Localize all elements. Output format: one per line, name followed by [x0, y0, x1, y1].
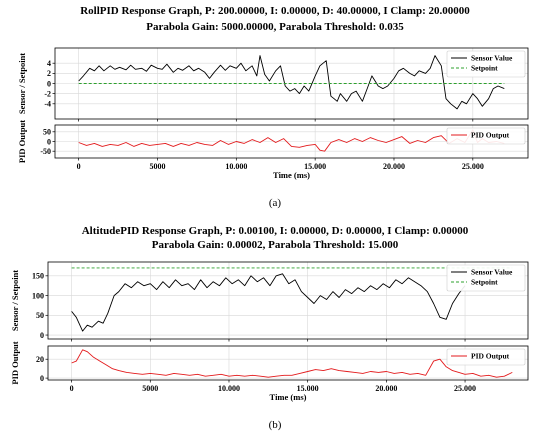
panel-b-xtick-label-0: 0: [70, 384, 74, 393]
panel-a-xtick-label-4: 20.000: [383, 162, 405, 171]
panel-b-pid-legend-box: [446, 348, 526, 366]
panel-b-pid-ytick-label-0: 0: [40, 374, 44, 383]
panel-b-xlabel: Time (ms): [270, 392, 307, 402]
panel-b-sensor-ytick-label-1: 50: [36, 311, 44, 320]
panel-a-sensor-ytick-label-2: 0: [47, 79, 51, 88]
panel-a-sensor-ytick-label-1: -2: [44, 89, 51, 98]
panel-a-pid-ytick-label-1: 0: [47, 137, 51, 146]
panel-a-xlabel: Time (ms): [273, 170, 310, 180]
panel-b-sensor-ytick-label-2: 100: [32, 291, 44, 300]
panel-a-xtick-label-1: 5000: [149, 162, 165, 171]
panel-a-sensor-series-sensor-value: [78, 55, 505, 110]
panel-b-sensor-ylabel: Sensor / Setpoint: [10, 270, 20, 331]
panel-b-sensor-ytick-label-3: 150: [32, 272, 44, 281]
panel-b-pid-series-pid-output: [71, 349, 513, 378]
panel-a-sensor-ylabel: Sensor / Setpoint: [17, 53, 27, 114]
panel-a-sensor-ytick-label-4: 4: [47, 59, 51, 68]
panel-b-sensor-ytick-label-0: 0: [40, 331, 44, 340]
panel-b-caption: (b): [269, 419, 282, 431]
panel-b-sensor-series-sensor-value: [71, 273, 466, 332]
panel-b-xtick-label-3: 15.000: [297, 384, 319, 393]
panel-a-xtick-label-5: 25.000: [462, 162, 484, 171]
panel-a-xtick-label-3: 15.000: [304, 162, 326, 171]
panel-b-title-line2: Parabola Gain: 0.00002, Parabola Thresho…: [152, 239, 399, 251]
panel-a-caption: (a): [269, 197, 282, 209]
panel-b-pid-legend-label-0: PID Output: [471, 352, 510, 361]
panel-b-xtick-label-4: 20.000: [375, 384, 397, 393]
panel-b-title-line1: AltitudePID Response Graph, P: 0.00100, …: [82, 225, 469, 237]
panel-a-pid-legend-label-0: PID Output: [471, 131, 510, 140]
panel-b-sensor-legend-label-1: Setpoint: [471, 278, 498, 287]
panel-a-pid-ytick-label-0: -50: [40, 147, 51, 156]
panel-b-sensor-legend-label-0: Sensor Value: [471, 268, 513, 277]
panel-a-sensor-legend-label-1: Setpoint: [471, 64, 498, 73]
panel-a-pid-legend-box: [446, 127, 526, 145]
panel-b-xtick-label-5: 25.000: [454, 384, 476, 393]
panel-a-pid-ytick-label-2: 50: [43, 128, 51, 137]
panel-b-xtick-label-2: 10.000: [218, 384, 240, 393]
panel-a-sensor-legend-label-0: Sensor Value: [471, 54, 513, 63]
panel-b-pid-ytick-label-1: 20: [36, 355, 44, 364]
panel-a-title-line1: RollPID Response Graph, P: 200.00000, I:…: [80, 5, 470, 17]
panel-a-title-line2: Parabola Gain: 5000.00000, Parabola Thre…: [146, 21, 404, 33]
panel-b-pid-frame: [47, 345, 529, 381]
panel-a-sensor-ytick-label-3: 2: [47, 69, 51, 78]
panel-a-sensor-ytick-label-0: -4: [44, 100, 51, 109]
panel-b-sensor-frame: [47, 261, 529, 340]
panel-b-xtick-label-1: 5000: [142, 384, 158, 393]
panel-a-xtick-label-2: 10.000: [225, 162, 247, 171]
panel-a-xtick-label-0: 0: [77, 162, 81, 171]
panel-a-pid-ylabel: PID Output: [17, 120, 27, 163]
panel-a-pid-series-pid-output: [78, 129, 505, 152]
panel-b-pid-ylabel: PID Output: [10, 341, 20, 384]
